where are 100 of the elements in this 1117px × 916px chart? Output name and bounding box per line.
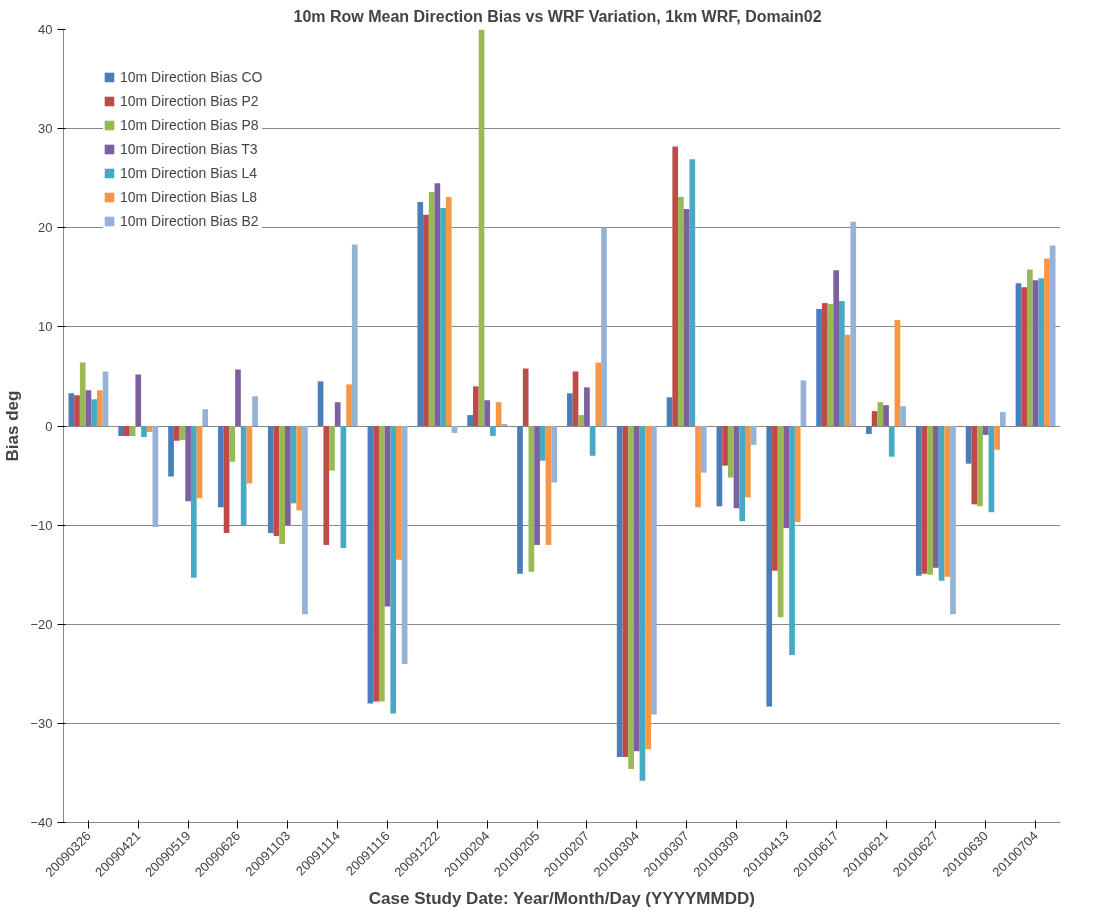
y-tick-label: −40 — [30, 815, 53, 830]
bar — [484, 400, 491, 426]
bar — [522, 368, 529, 426]
bar — [467, 415, 473, 426]
bar — [839, 301, 845, 426]
x-axis-title: Case Study Date: Year/Month/Day (YYYYMMDD) — [368, 888, 755, 908]
bar — [472, 386, 479, 426]
bar — [1049, 245, 1056, 426]
bar — [334, 402, 341, 426]
bar — [417, 201, 424, 426]
bar — [566, 393, 573, 426]
bar — [877, 402, 884, 426]
bar — [1021, 287, 1028, 426]
bar — [279, 426, 285, 544]
bar — [267, 426, 274, 534]
bar — [977, 426, 983, 507]
y-tick-label: 30 — [38, 121, 53, 137]
bar — [645, 426, 652, 750]
bar — [816, 309, 822, 426]
bar — [146, 426, 153, 432]
bar — [745, 426, 751, 498]
legend-label: 10m Direction Bias T3 — [120, 141, 258, 157]
bar — [633, 426, 640, 752]
bar — [124, 426, 130, 436]
bar — [118, 426, 125, 436]
legend-label: 10m Direction Bias P2 — [120, 93, 259, 109]
bar — [229, 426, 236, 462]
bar — [74, 395, 80, 426]
bar — [373, 426, 379, 702]
bar — [445, 197, 452, 426]
bar — [900, 406, 906, 426]
bar — [378, 426, 385, 702]
bar — [1044, 258, 1050, 426]
bar — [616, 426, 623, 758]
bar — [91, 399, 97, 426]
bar — [346, 384, 352, 426]
bar — [944, 426, 951, 577]
bar — [440, 207, 446, 426]
y-axis-title: Bias deg — [3, 390, 23, 462]
bar — [700, 426, 707, 473]
legend-label: 10m Direction Bias CO — [120, 69, 263, 85]
bar — [794, 426, 801, 523]
bar — [927, 426, 934, 575]
bar — [351, 244, 358, 426]
bar — [628, 426, 634, 769]
bar — [766, 426, 773, 707]
bar — [396, 426, 402, 560]
bar — [783, 426, 790, 529]
bar — [168, 426, 174, 477]
bar — [390, 426, 397, 714]
bar — [672, 146, 679, 426]
bar — [240, 426, 247, 526]
bar — [994, 426, 1000, 450]
legend-label: 10m Direction Bias L8 — [120, 189, 257, 205]
bar — [423, 214, 429, 426]
bar — [651, 426, 657, 715]
y-tick-label: 0 — [45, 418, 53, 434]
bar — [883, 405, 889, 426]
bar — [821, 303, 828, 426]
bar — [866, 426, 872, 434]
bar — [888, 426, 895, 457]
bar — [218, 426, 224, 508]
bar — [79, 362, 86, 426]
bar — [235, 369, 241, 426]
bar — [578, 415, 585, 426]
y-tick-label: 10 — [38, 319, 53, 335]
y-tick-label: −10 — [30, 517, 53, 533]
bar — [329, 426, 335, 471]
legend-label: 10m Direction Bias L4 — [120, 165, 257, 181]
bar — [678, 197, 684, 426]
bar — [950, 426, 956, 615]
bar — [284, 426, 291, 526]
bar — [296, 426, 303, 511]
y-tick-label: −20 — [30, 616, 53, 632]
bar — [933, 426, 939, 568]
bar — [971, 426, 978, 505]
y-tick-label: 20 — [38, 220, 53, 236]
bar — [141, 426, 147, 437]
bar — [190, 426, 197, 578]
bar — [323, 426, 330, 545]
bar — [539, 426, 546, 461]
bar — [833, 270, 840, 426]
bar — [689, 159, 696, 426]
bar — [252, 396, 258, 426]
bar — [68, 393, 75, 426]
bar — [739, 426, 746, 522]
bar — [789, 426, 795, 655]
bar — [727, 426, 734, 478]
y-tick-label: 40 — [38, 22, 53, 37]
bar — [915, 426, 922, 576]
bar — [695, 426, 701, 508]
bar — [202, 409, 209, 426]
bar — [982, 426, 989, 435]
legend-label: 10m Direction Bias P8 — [120, 117, 259, 133]
bar — [1027, 269, 1033, 426]
bar — [185, 426, 191, 502]
bar — [302, 426, 308, 615]
bar — [584, 387, 590, 426]
legend-label: 10m Direction Bias B2 — [120, 213, 259, 229]
bar — [534, 426, 540, 545]
